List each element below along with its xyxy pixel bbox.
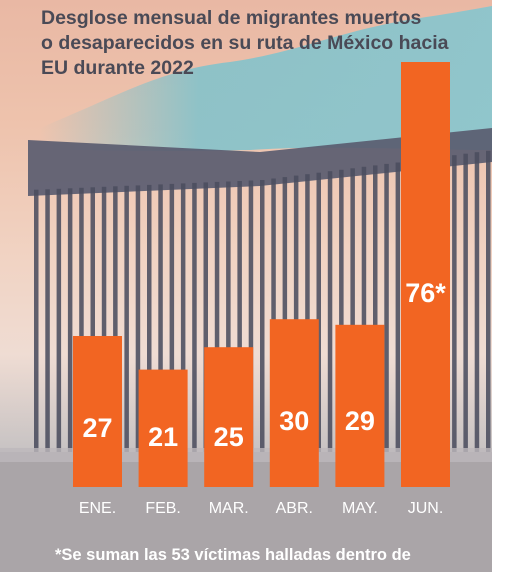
fence-post [214,181,220,455]
fence-post [226,181,231,455]
fence-post [260,180,265,455]
fence-post [192,182,197,455]
fence-post [147,184,152,455]
wall-top-rail [28,128,492,196]
fence-post [463,153,468,455]
value-labels: 27 21 25 30 29 76* [82,278,446,452]
bar-value-label: 21 [148,422,178,452]
fence-post [90,187,95,456]
title-line-2: o desaparecidos en su ruta de México hac… [41,32,449,54]
title-line-3: EU durante 2022 [41,57,194,79]
fence-post [395,162,401,455]
fence-post [316,172,321,455]
fence-post [384,163,389,455]
title-line-1: Desglose mensual de migrantes muertos [41,7,422,29]
bars [73,62,450,487]
bar-value-label: 27 [82,413,112,443]
fence-post [158,184,163,455]
bar-jun [401,62,450,487]
fence-post [180,183,186,455]
category-label: MAY. [342,500,378,517]
bar-mar [204,347,254,487]
fence-post [113,186,118,456]
fence-post [327,171,333,455]
fence-post [339,169,344,456]
fence-post [79,187,84,456]
category-label: JUN. [408,500,444,517]
category-label: ABR. [276,500,313,517]
bar-value-label: 29 [345,406,375,436]
fence-post [486,150,491,456]
cloud-band [40,6,492,151]
bar-abr [269,319,319,487]
bar-chart: Desglose mensual de migrantes muertos o … [0,6,492,572]
fence-post [56,188,62,456]
fence-post [135,185,141,455]
bar-value-label: 30 [279,406,309,436]
bar-feb [138,369,188,487]
fence-post [169,183,175,455]
category-label: FEB. [145,500,181,517]
fence-post [293,175,299,455]
fence-post [350,168,355,456]
fence-post [271,178,276,455]
category-label: MAR. [209,500,249,517]
fence-post [124,185,129,456]
fence-post [45,189,50,456]
bar-may [335,324,385,487]
fence-post [34,189,39,455]
category-label: ENE. [79,500,116,517]
fence-post [305,174,310,455]
fence-post [452,155,457,455]
chart-title: Desglose mensual de migrantes muertos o … [41,7,449,79]
fence-post [361,166,367,456]
category-labels: ENE. FEB. MAR. ABR. MAY. JUN. [79,500,443,517]
fence-post [203,182,208,455]
fence-post [67,188,73,456]
chart-panel: Desglose mensual de migrantes muertos o … [0,0,492,572]
footnote: *Se suman las 53 víctimas halladas dentr… [55,546,411,564]
fence-post [282,177,288,455]
bar-ene [73,336,122,487]
fence-post [373,165,378,455]
fence-post [101,186,107,456]
fence-post [237,181,242,455]
bar-value-label: 76* [405,278,446,308]
bar-value-label: 25 [214,422,244,452]
fence-post [248,180,254,455]
fence-post [474,152,480,455]
